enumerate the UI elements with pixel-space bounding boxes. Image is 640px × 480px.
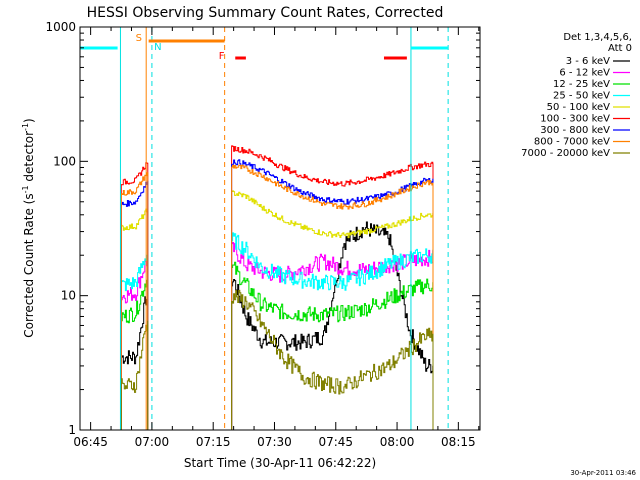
annotation-f: F <box>219 51 225 62</box>
series-line-300-800-kev-seg-0 <box>120 180 149 430</box>
x-axis-ticks: 06:45 07:00 07:15 07:30 07:45 08:00 08:15 <box>73 27 480 449</box>
series-line-50-100-kev-seg-1 <box>231 190 434 430</box>
annotation-n: N <box>154 42 161 53</box>
x-tick-label: 07:00 <box>135 435 170 449</box>
series-line-100-300-kev-seg-1 <box>231 145 434 430</box>
chart-title: HESSI Observing Summary Count Rates, Cor… <box>87 5 444 21</box>
series-line-50-100-kev-seg-0 <box>120 208 149 430</box>
legend-label-3-6-kev: 3 - 6 keV <box>566 56 610 67</box>
x-tick-label: 08:00 <box>380 435 415 449</box>
legend-label-300-800-kev: 300 - 800 keV <box>540 125 610 136</box>
series-line-800-7000-kev-seg-0 <box>120 172 149 430</box>
x-axis-label: Start Time (30-Apr-11 06:42:22) <box>184 456 376 470</box>
series-line-800-7000-kev-seg-1 <box>231 164 434 430</box>
footer-date: 30-Apr-2011 03:46 <box>570 469 636 477</box>
legend-label-7000-20000-kev: 7000 - 20000 keV <box>521 148 610 159</box>
y-tick-label: 100 <box>53 154 76 168</box>
series-line-12-25-kev-seg-1 <box>231 261 434 430</box>
legend-label-800-7000-kev: 800 - 7000 keV <box>534 137 610 148</box>
x-tick-label: 08:15 <box>441 435 476 449</box>
annotation-s: S <box>136 33 142 44</box>
plot-frame <box>79 26 481 431</box>
y-axis-label: Corrected Count Rate (s-1 detector-1) <box>21 118 36 337</box>
series-line-3-6-kev-seg-0 <box>120 290 149 430</box>
series-line-7000-20000-kev-seg-1 <box>231 289 434 430</box>
series-line-6-12-kev-seg-0 <box>120 259 149 430</box>
data-lines-layer <box>120 145 434 430</box>
annotation-labels: S N F <box>136 33 225 62</box>
series-line-7000-20000-kev-seg-0 <box>120 320 149 430</box>
series-line-25-50-kev-seg-1 <box>231 232 434 430</box>
interval-bars-layer <box>80 39 448 60</box>
legend-label-6-12-kev: 6 - 12 keV <box>559 68 610 79</box>
series-line-12-25-kev-seg-0 <box>120 279 149 430</box>
legend-header-line-1: Det 1,3,4,5,6, <box>563 32 632 43</box>
x-tick-label: 07:30 <box>257 435 292 449</box>
legend-label-100-300-kev: 100 - 300 keV <box>540 114 610 125</box>
series-line-3-6-kev-seg-1 <box>231 221 434 430</box>
x-tick-label: 06:45 <box>73 435 108 449</box>
y-tick-label: 1000 <box>45 20 76 34</box>
x-tick-label: 07:45 <box>318 435 353 449</box>
y-axis-ticks: 1 10 100 1000 <box>45 20 480 437</box>
legend-label-50-100-kev: 50 - 100 keV <box>547 102 611 113</box>
marker-lines-layer <box>119 27 449 430</box>
legend-header-line-2: Att 0 <box>608 43 632 54</box>
legend-label-25-50-kev: 25 - 50 keV <box>553 91 610 102</box>
series-line-100-300-kev-seg-0 <box>120 162 149 430</box>
x-tick-label: 07:15 <box>196 435 231 449</box>
legend-label-12-25-kev: 12 - 25 keV <box>553 79 610 90</box>
series-line-25-50-kev-seg-0 <box>120 254 149 430</box>
y-tick-label: 1 <box>68 423 76 437</box>
y-tick-label: 10 <box>61 289 76 303</box>
